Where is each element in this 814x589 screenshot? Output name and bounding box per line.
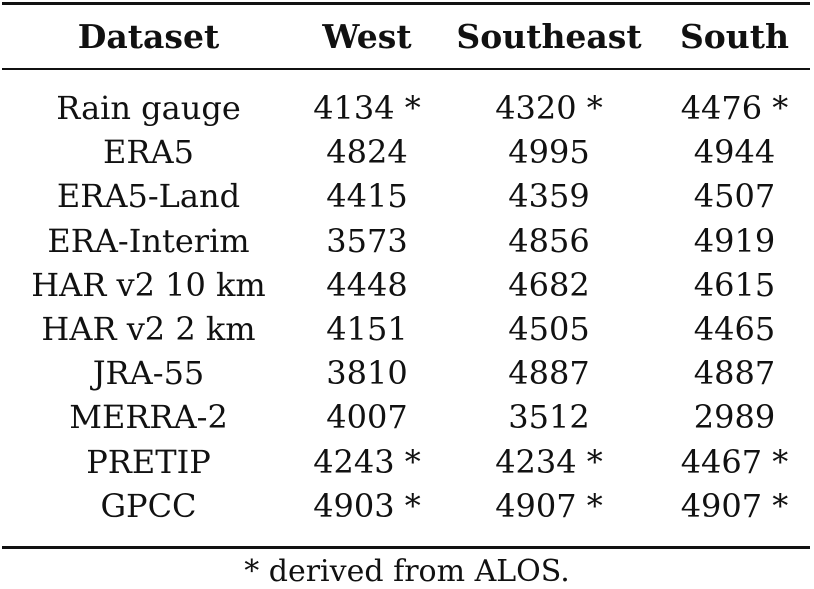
table-header-row: Dataset West Southeast South bbox=[2, 0, 810, 70]
cell-west: 3810 bbox=[326, 354, 408, 393]
cell-dataset: JRA-55 bbox=[92, 354, 205, 393]
table-row: GPCC 4903 * 4907 * 4907 * bbox=[2, 484, 810, 528]
cell-west: 4243 * bbox=[313, 442, 421, 481]
cell-dataset: ERA5-Land bbox=[56, 177, 241, 216]
cell-dataset: HAR v2 2 km bbox=[41, 310, 256, 349]
cell-dataset: HAR v2 10 km bbox=[31, 265, 266, 304]
table-row: ERA5 4824 4995 4944 bbox=[2, 130, 810, 174]
cell-southeast: 4682 bbox=[508, 265, 590, 304]
cell-south: 4476 * bbox=[680, 89, 789, 128]
cell-west: 4903 * bbox=[313, 486, 421, 525]
cell-south: 4465 bbox=[693, 310, 776, 349]
cell-south: 2989 bbox=[693, 398, 776, 437]
header-south: South bbox=[679, 16, 790, 56]
cell-southeast: 4995 bbox=[508, 133, 590, 172]
cell-dataset: Rain gauge bbox=[56, 89, 241, 128]
cell-south: 4944 bbox=[693, 133, 776, 172]
table-footnote: * derived from ALOS. bbox=[244, 554, 570, 589]
table-row: HAR v2 10 km 4448 4682 4615 bbox=[2, 263, 810, 307]
table-row: ERA5-Land 4415 4359 4507 bbox=[2, 174, 810, 218]
cell-southeast: 4359 bbox=[508, 177, 590, 216]
table-top-rule bbox=[2, 2, 810, 5]
cell-southeast: 4320 * bbox=[495, 89, 603, 128]
cell-west: 4151 bbox=[326, 310, 408, 349]
cell-south: 4907 * bbox=[680, 486, 789, 525]
table-row: HAR v2 2 km 4151 4505 4465 bbox=[2, 307, 810, 351]
table-row: MERRA-2 4007 3512 2989 bbox=[2, 395, 810, 439]
cell-dataset: MERRA-2 bbox=[69, 398, 228, 437]
cell-west: 4448 bbox=[326, 265, 408, 304]
cell-southeast: 3512 bbox=[508, 398, 590, 437]
table-header-rule bbox=[2, 68, 810, 70]
cell-south: 4887 bbox=[693, 354, 776, 393]
cell-south: 4919 bbox=[693, 221, 776, 260]
cell-southeast: 4856 bbox=[508, 221, 590, 260]
cell-southeast: 4234 * bbox=[495, 442, 603, 481]
cell-southeast: 4505 bbox=[508, 310, 590, 349]
table-row: PRETIP 4243 * 4234 * 4467 * bbox=[2, 440, 810, 484]
table-row: ERA-Interim 3573 4856 4919 bbox=[2, 219, 810, 263]
header-southeast: Southeast bbox=[456, 16, 642, 56]
cell-west: 4824 bbox=[326, 133, 408, 172]
cell-west: 4415 bbox=[326, 177, 408, 216]
cell-west: 4007 bbox=[326, 398, 408, 437]
cell-west: 4134 * bbox=[313, 89, 421, 128]
header-dataset: Dataset bbox=[77, 16, 220, 56]
cell-southeast: 4887 bbox=[508, 354, 590, 393]
table-row: Rain gauge 4134 * 4320 * 4476 * bbox=[2, 70, 810, 130]
cell-dataset: GPCC bbox=[100, 486, 197, 525]
table-row: JRA-55 3810 4887 4887 bbox=[2, 351, 810, 395]
cell-dataset: ERA5 bbox=[103, 133, 194, 172]
cell-southeast: 4907 * bbox=[495, 486, 603, 525]
cell-south: 4615 bbox=[693, 265, 776, 304]
header-west: West bbox=[322, 16, 412, 56]
cell-dataset: ERA-Interim bbox=[47, 221, 250, 260]
table-bottom-rule bbox=[2, 546, 810, 549]
cell-south: 4507 bbox=[693, 177, 776, 216]
cell-south: 4467 * bbox=[680, 442, 789, 481]
cell-dataset: PRETIP bbox=[86, 442, 211, 481]
precipitation-table: Dataset West Southeast South Rain gauge … bbox=[2, 0, 810, 528]
cell-west: 3573 bbox=[326, 221, 408, 260]
